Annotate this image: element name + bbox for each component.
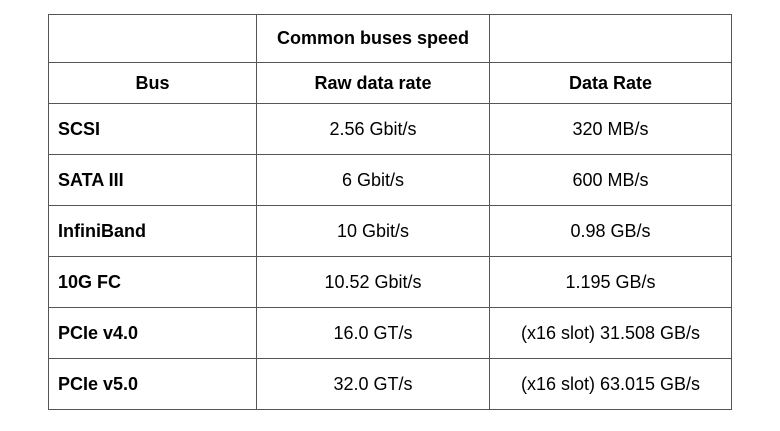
data-rate-cell: 320 MB/s xyxy=(489,103,732,155)
table-row: PCIe v5.0 32.0 GT/s (x16 slot) 63.015 GB… xyxy=(48,358,732,410)
data-rate-cell: 1.195 GB/s xyxy=(489,256,732,308)
table-row: SATA III 6 Gbit/s 600 MB/s xyxy=(48,154,732,206)
table-row: InfiniBand 10 Gbit/s 0.98 GB/s xyxy=(48,205,732,257)
column-header-raw-data-rate: Raw data rate xyxy=(256,62,490,104)
bus-cell: InfiniBand xyxy=(48,205,257,257)
data-rate-cell: (x16 slot) 31.508 GB/s xyxy=(489,307,732,359)
title-row: Common buses speed xyxy=(48,14,732,63)
table-row: SCSI 2.56 Gbit/s 320 MB/s xyxy=(48,103,732,155)
raw-rate-cell: 10 Gbit/s xyxy=(256,205,490,257)
bus-speed-table: Common buses speed Bus Raw data rate Dat… xyxy=(48,14,732,410)
raw-rate-cell: 32.0 GT/s xyxy=(256,358,490,410)
bus-cell: 10G FC xyxy=(48,256,257,308)
data-rate-cell: 0.98 GB/s xyxy=(489,205,732,257)
bus-cell: PCIe v4.0 xyxy=(48,307,257,359)
raw-rate-cell: 2.56 Gbit/s xyxy=(256,103,490,155)
raw-rate-cell: 16.0 GT/s xyxy=(256,307,490,359)
table-row: 10G FC 10.52 Gbit/s 1.195 GB/s xyxy=(48,256,732,308)
data-rate-cell: 600 MB/s xyxy=(489,154,732,206)
bus-cell: SATA III xyxy=(48,154,257,206)
empty-title-cell xyxy=(489,14,732,63)
empty-corner-cell xyxy=(48,14,257,63)
raw-rate-cell: 6 Gbit/s xyxy=(256,154,490,206)
column-header-data-rate: Data Rate xyxy=(489,62,732,104)
data-rate-cell: (x16 slot) 63.015 GB/s xyxy=(489,358,732,410)
bus-cell: SCSI xyxy=(48,103,257,155)
raw-rate-cell: 10.52 Gbit/s xyxy=(256,256,490,308)
column-header-bus: Bus xyxy=(48,62,257,104)
header-row: Bus Raw data rate Data Rate xyxy=(48,62,732,104)
table-row: PCIe v4.0 16.0 GT/s (x16 slot) 31.508 GB… xyxy=(48,307,732,359)
bus-cell: PCIe v5.0 xyxy=(48,358,257,410)
table-title: Common buses speed xyxy=(256,14,490,63)
